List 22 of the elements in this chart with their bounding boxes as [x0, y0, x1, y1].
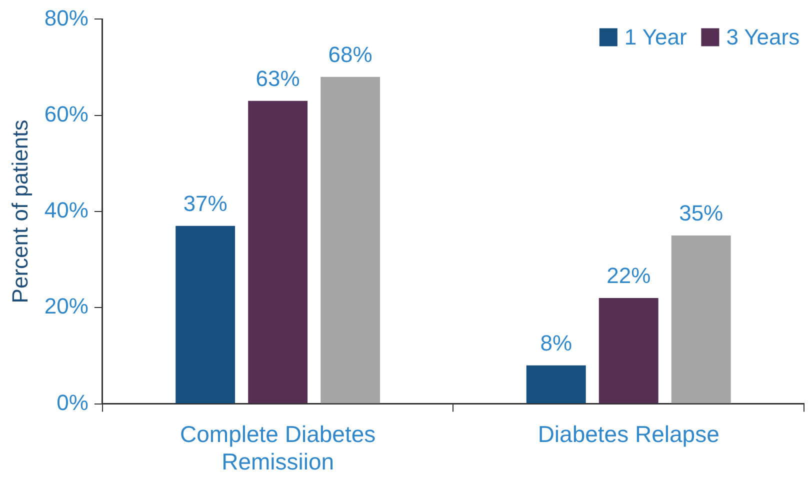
- y-tick-label: 0%: [56, 390, 88, 415]
- legend-label: 3 Years: [726, 24, 800, 50]
- data-label: 63%: [256, 66, 300, 91]
- data-label: 35%: [679, 200, 724, 226]
- legend-label: 1 Year: [624, 24, 687, 50]
- y-axis-title: Percent of patients: [7, 120, 32, 304]
- bar: [248, 100, 308, 404]
- bar: [671, 236, 731, 404]
- bar: [176, 226, 236, 404]
- y-tick-label: 60%: [44, 101, 88, 126]
- bar: [526, 365, 586, 404]
- y-tick-label: 80%: [44, 5, 88, 30]
- data-label: 37%: [183, 190, 228, 216]
- bar: [598, 298, 658, 404]
- bar: [320, 76, 380, 404]
- data-label: 68%: [328, 42, 372, 67]
- y-tick-label: 40%: [44, 198, 88, 223]
- y-tick-label: 20%: [44, 294, 88, 319]
- x-tick-label: Complete Diabetes Remissiion: [180, 420, 376, 475]
- data-label: 8%: [540, 330, 572, 356]
- x-tick-label: Diabetes Relapse: [538, 420, 720, 447]
- data-label: 22%: [606, 263, 651, 288]
